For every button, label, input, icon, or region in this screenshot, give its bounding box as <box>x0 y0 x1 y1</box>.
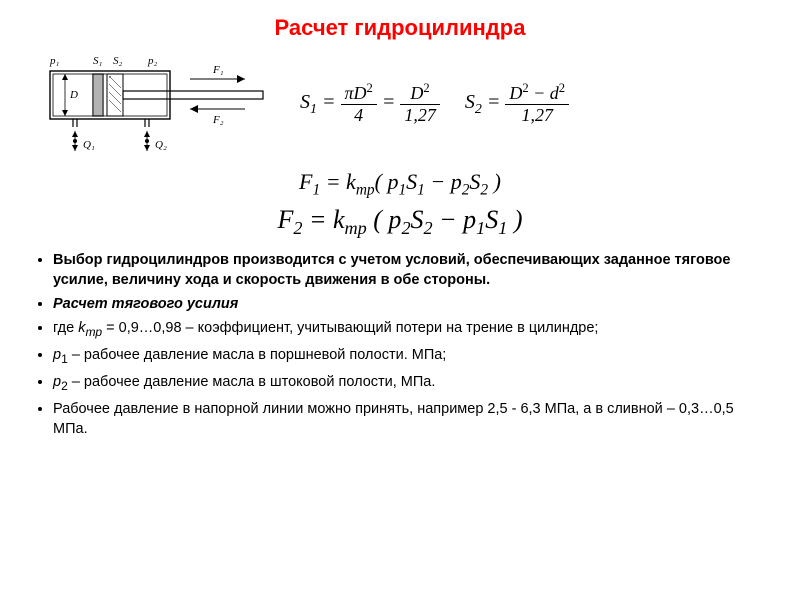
label-Q2: Q₂ <box>155 139 167 151</box>
bullet-kmp: где kтр = 0,9…0,98 – коэффициент, учитыв… <box>53 318 765 341</box>
top-section: D p₁ S₁ S₂ p₂ F₁ F₂ Q₁ <box>35 51 765 161</box>
bullet-list: Выбор гидроцилиндров производится с учет… <box>35 250 765 440</box>
label-p1: p₁ <box>49 55 60 67</box>
bullet-pressure: Рабочее давление в напорной линии можно … <box>53 399 765 440</box>
page-title: Расчет гидроцилиндра <box>35 15 765 41</box>
label-S1: S₁ <box>93 55 103 67</box>
label-F2: F₂ <box>212 114 224 126</box>
bullet-calc-heading: Расчет тягового усилия <box>53 294 765 314</box>
label-F1: F₁ <box>212 64 224 76</box>
force-formulas: F1 = kтр( p1S1 − p2S2 ) F2 = kтр ( p2S2 … <box>35 169 765 240</box>
formula-S2: S2 = D2 − d21,27 <box>465 81 569 126</box>
label-Q1: Q₁ <box>83 139 95 151</box>
cylinder-diagram: D p₁ S₁ S₂ p₂ F₁ F₂ Q₁ <box>35 51 275 161</box>
formula-F1: F1 = kтр( p1S1 − p2S2 ) <box>35 169 765 199</box>
label-p2: p₂ <box>147 55 158 67</box>
area-formulas: S1 = πD24 = D21,27 S2 = D2 − d21,27 <box>300 51 569 126</box>
label-S2: S₂ <box>113 55 123 67</box>
formula-F2: F2 = kтр ( p2S2 − p1S1 ) <box>35 205 765 239</box>
svg-text:D: D <box>69 89 78 101</box>
bullet-p2: p2 – рабочее давление масла в штоковой п… <box>53 372 765 395</box>
bullet-p1: p1 – рабочее давление масла в поршневой … <box>53 345 765 368</box>
formula-S1: S1 = πD24 = D21,27 <box>300 81 440 126</box>
bullet-intro: Выбор гидроцилиндров производится с учет… <box>53 250 765 291</box>
